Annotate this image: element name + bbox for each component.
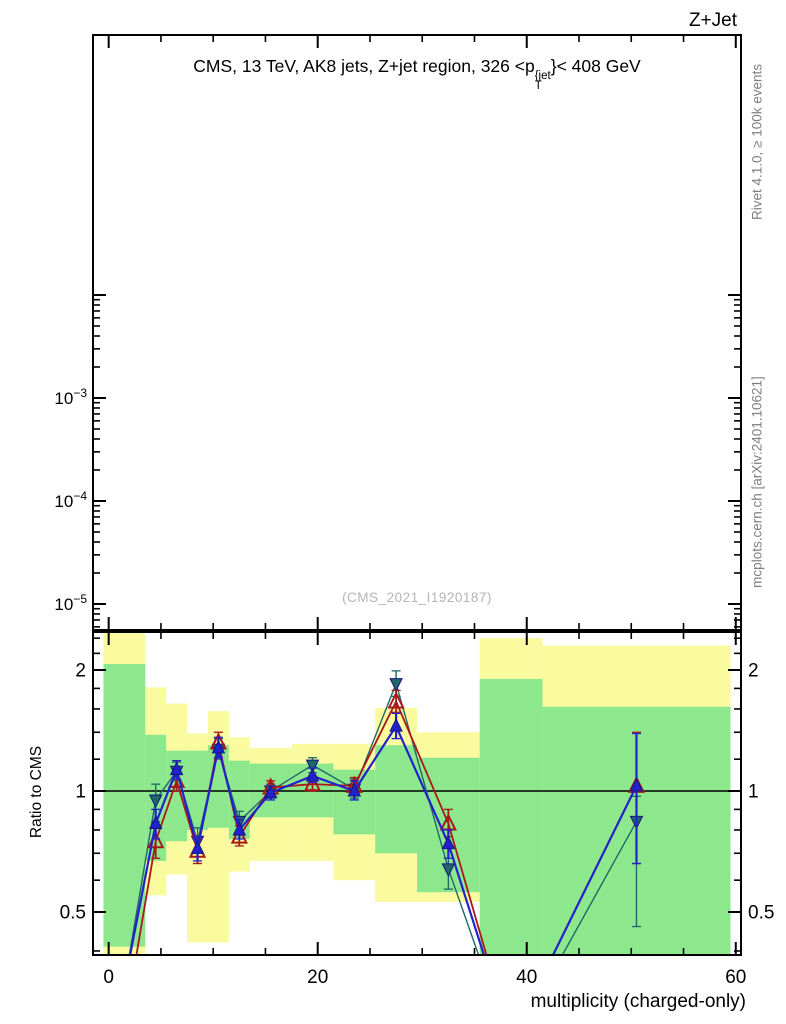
ratio-y-tick-label-left: 1 (75, 782, 86, 803)
marker-blue-filled-triangle-up (169, 761, 184, 776)
marker-blue-filled-triangle-up (232, 821, 247, 836)
axis-ticks (93, 35, 741, 955)
marker-blue-filled-triangle-up (148, 815, 163, 830)
mcplots-arxiv-label: mcplots.cern.ch [arXiv:2401.10621] (749, 376, 765, 588)
marker-teal-filled-triangle-down (118, 980, 130, 992)
tick-labels: 0 20 40 60 2 2 1 1 0.5 0.5 10−3 10−4 10−5 (54, 386, 774, 988)
marker-blue-filled-triangle-up (305, 767, 320, 782)
band-inner-rect (375, 745, 417, 854)
title-suffix: }< 408 GeV (550, 56, 641, 76)
marker-teal-filled-triangle-down (441, 863, 456, 878)
main-y-tick-label: 10−3 (54, 386, 87, 408)
x-tick-label: 60 (725, 967, 746, 988)
ratio-series (117, 670, 646, 1024)
panel-frames (92, 34, 742, 956)
marker-teal-filled-triangle-down (305, 759, 320, 774)
pt-subscript: T (534, 80, 542, 92)
marker-blue-filled-triangle-up (441, 835, 456, 850)
x-tick-label: 40 (516, 967, 537, 988)
ratio-y-tick-label-left: 2 (75, 661, 86, 682)
marker-blue-filled-triangle-up (118, 978, 130, 990)
marker-red-open-triangle-up (117, 1018, 131, 1024)
marker-blue-filled-triangle-up (211, 739, 226, 754)
main-y-tick-label: 10−4 (54, 489, 87, 511)
ratio-y-axis-title: Ratio to CMS (28, 745, 45, 839)
marker-red-open-triangle-up (230, 826, 248, 844)
marker-blue-filled-triangle-up (190, 840, 205, 854)
ratio-y-tick-label-right: 2 (748, 661, 759, 682)
rivet-version-label: Rivet 4.1.0, ≥ 100k events (749, 64, 765, 220)
main-panel-frame (92, 34, 742, 631)
x-tick-label: 0 (103, 967, 114, 988)
ratio-y-tick-label-right: 0.5 (748, 903, 774, 924)
x-axis-title: multiplicity (charged-only) (530, 991, 746, 1012)
ratio-y-tick-label-right: 1 (748, 782, 759, 803)
watermark: (CMS_2021_I1920187) (342, 590, 492, 605)
x-tick-label: 20 (307, 967, 328, 988)
marker-teal-filled-triangle-down (389, 678, 403, 692)
title-prefix: CMS, 13 TeV, AK8 jets, Z+jet region, 326… (193, 56, 535, 76)
main-plot-title: CMS, 13 TeV, AK8 jets, Z+jet region, 326… (93, 56, 741, 92)
pt-sup-sub: {jet T (534, 70, 551, 92)
marker-blue-filled-triangle-up (347, 782, 362, 797)
marker-red-open-triangle-up (303, 773, 322, 792)
band-inner-rect (479, 678, 543, 955)
marker-blue-filled-triangle-up (629, 777, 644, 792)
marker-teal-filled-triangle-down (148, 794, 163, 809)
pt-superscript: {jet (534, 70, 551, 82)
band-inner-rect (228, 760, 250, 839)
ratio-y-tick-label-left: 0.5 (60, 903, 86, 924)
ratio-panel-frame (92, 631, 742, 956)
marker-blue-filled-triangle-up (263, 784, 278, 799)
series-blue-filled-triangle-up (118, 712, 644, 990)
main-y-tick-label: 10−5 (54, 592, 87, 614)
plot-group-title: Z+Jet (688, 10, 737, 31)
marker-blue-filled-triangle-up (389, 718, 403, 732)
marker-red-open-triangle-up (387, 691, 405, 709)
